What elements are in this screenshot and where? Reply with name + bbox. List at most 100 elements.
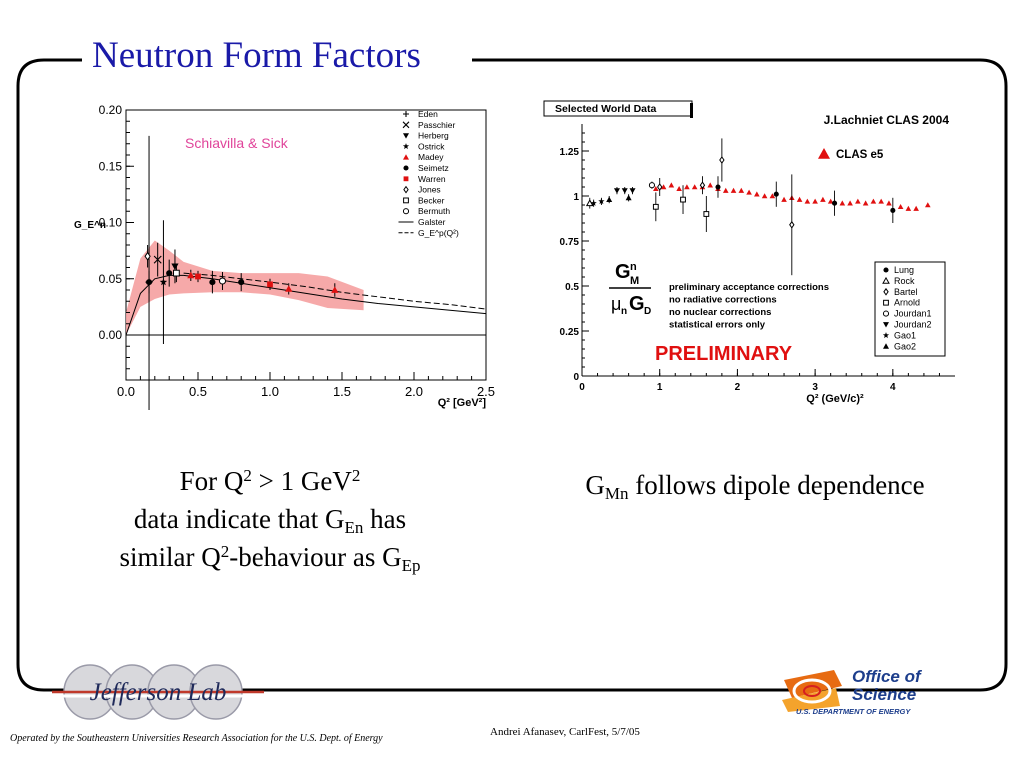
legend-marker	[402, 208, 410, 215]
uncertainty-band	[126, 240, 364, 335]
clas-point	[878, 198, 884, 204]
data-point	[832, 200, 838, 206]
legend-marker	[882, 276, 890, 284]
legend-label: Galster	[418, 217, 446, 227]
legend-marker	[403, 165, 409, 171]
clas-point	[839, 200, 846, 206]
y-tick-label: 0.10	[99, 216, 123, 230]
y-tick-label: 0.15	[99, 159, 123, 173]
clas-point	[812, 198, 818, 204]
x-tick-label: 0.5	[189, 384, 207, 399]
data-point	[606, 196, 613, 202]
data-point	[613, 188, 620, 194]
clas-point	[691, 184, 698, 190]
y-tick-label: 1.25	[560, 147, 580, 158]
data-point	[331, 286, 339, 293]
clas-point	[804, 198, 811, 204]
clas-point	[754, 191, 760, 197]
clas-point	[738, 187, 745, 193]
data-point	[680, 196, 686, 203]
note-line: no radiative corrections	[669, 295, 777, 306]
chart-subtitle: J.Lachniet CLAS 2004	[824, 113, 950, 127]
legend-marker	[403, 154, 409, 160]
data-point	[159, 278, 168, 286]
data-point	[218, 277, 227, 285]
data-point	[267, 281, 273, 288]
chart-title: Selected World Data	[555, 103, 656, 115]
x-tick-label: 2	[735, 382, 741, 393]
x-tick-label: 1.0	[261, 384, 279, 399]
data-point	[187, 271, 195, 279]
left-caption: For Q2 > 1 GeV2 data indicate that GEn h…	[70, 462, 470, 576]
legend-label: Gao1	[894, 330, 916, 340]
y-tick-label: 0.00	[99, 328, 123, 342]
clas-point	[855, 198, 861, 204]
y-label-mu: μ	[611, 294, 621, 314]
clas-legend-marker	[818, 148, 830, 159]
legend-label: Rock	[894, 276, 915, 286]
legend-label: Ostrick	[418, 141, 445, 151]
clas-point	[781, 196, 787, 202]
clas-point	[684, 184, 690, 190]
legend-marker	[403, 176, 409, 182]
y-tick-label: 0	[573, 372, 579, 383]
legend-marker	[402, 121, 410, 129]
y-tick-label: 0.25	[560, 327, 580, 338]
legend-marker	[403, 185, 409, 194]
data-point	[648, 182, 655, 189]
data-point	[625, 194, 632, 201]
y-label-sub: M	[630, 275, 639, 287]
legend-label: Becker	[418, 195, 445, 205]
clas-point	[905, 205, 912, 211]
x-tick-label: 2.0	[405, 384, 423, 399]
legend-label: Passchier	[418, 120, 455, 130]
clas-point	[820, 196, 826, 202]
legend-marker	[403, 111, 409, 117]
clas-legend-label: CLAS e5	[836, 149, 884, 161]
x-axis-label: Q² [GeV²]	[438, 397, 487, 409]
y-tick-label: 0.20	[99, 103, 123, 117]
clas-point	[730, 187, 737, 193]
y-label-sup: n	[630, 261, 637, 273]
x-tick-label: 4	[890, 382, 896, 393]
legend-label: Arnold	[894, 298, 920, 308]
data-point	[652, 203, 659, 210]
data-point	[585, 199, 594, 207]
legend-marker	[883, 299, 889, 306]
clas-point	[722, 187, 729, 193]
legend-marker	[882, 310, 890, 317]
legend-marker	[883, 287, 889, 296]
legend-label: Jourdan1	[894, 309, 932, 319]
data-point	[590, 199, 597, 206]
clas-point	[870, 198, 877, 204]
legend-label: G_E^p(Q²)	[418, 228, 459, 238]
clas-point	[660, 184, 667, 190]
gmn-chart: Selected World Data J.Lachniet CLAS 2004 0…	[543, 100, 955, 405]
legend-marker	[403, 133, 409, 139]
data-point	[719, 156, 725, 164]
data-point	[890, 207, 896, 213]
legend-label: Lung	[894, 265, 914, 275]
x-tick-label: 1	[657, 382, 663, 393]
legend-marker	[883, 267, 889, 273]
caption-line-2: data indicate that GEn has	[133, 504, 407, 537]
gen-chart: 0.0 0.5 1.0 1.5 2.0 2.5 0.00 0.05 0.10 0.15 0.20 Q²…	[74, 103, 495, 410]
page-title: Neutron Form Factors	[92, 35, 421, 76]
x-tick-label: 1.5	[333, 384, 351, 399]
data-point	[285, 285, 293, 292]
y-tick-label: 0.75	[560, 237, 580, 248]
clas-point	[653, 186, 659, 192]
clas-point	[847, 200, 853, 206]
x-tick-label: 2.5	[477, 384, 495, 399]
legend-label: Jones	[418, 185, 441, 195]
legend-label: Bartel	[894, 287, 918, 297]
jlab-wordmark: Jefferson Lab	[90, 679, 227, 706]
x-tick-label: 0.0	[117, 384, 135, 399]
data-point	[656, 183, 663, 191]
data-point	[715, 184, 721, 190]
legend-marker	[883, 322, 889, 328]
data-point	[153, 255, 162, 264]
y-axis-label: G_E^n	[74, 220, 106, 231]
